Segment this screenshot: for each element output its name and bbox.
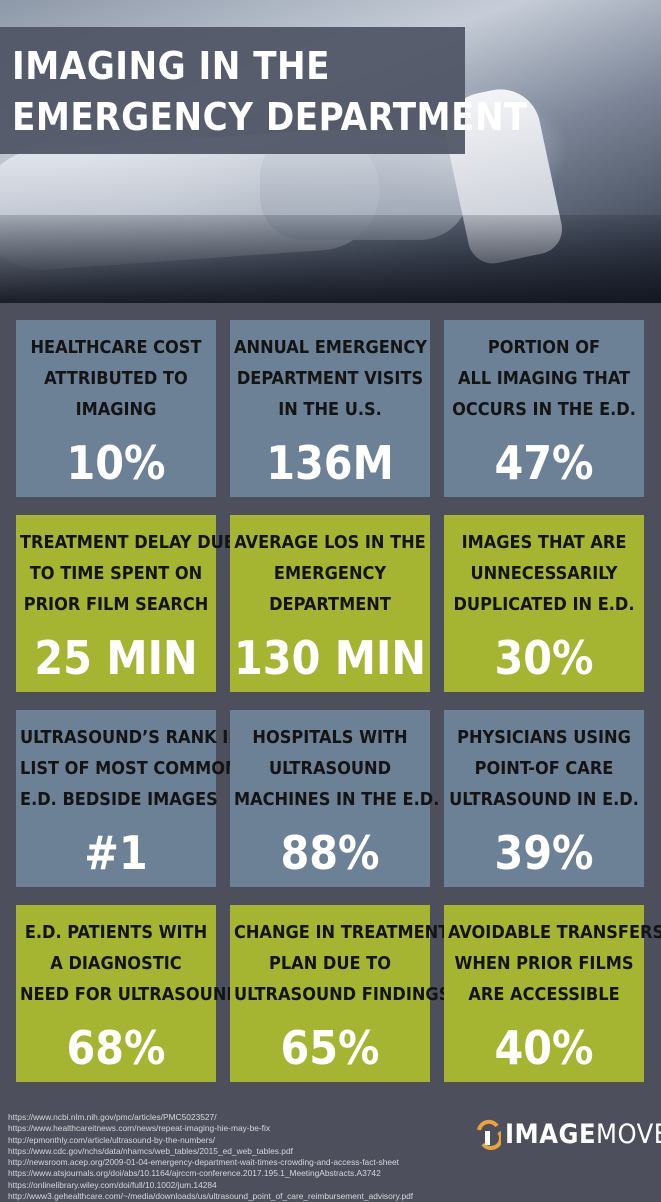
stat-tile: AVERAGE LOS IN THE EMERGENCY DEPARTMENT 130…	[230, 515, 430, 692]
stat-label-line: DEPARTMENT VISITS	[236, 368, 424, 389]
stat-tile: CHANGE IN TREATMENT PLAN DUE TO ULTRASOUND…	[230, 905, 451, 1082]
stat-label-line: AVOIDABLE TRANSFERS	[448, 922, 661, 943]
source-link[interactable]: https://www.atsjournals.org/doi/abs/10.1…	[8, 1168, 381, 1179]
source-link[interactable]: http://newsroom.acep.org/2009-01-04-emer…	[8, 1157, 400, 1168]
stat-label-line: DEPARTMENT	[269, 594, 391, 615]
stat-label-line: PLAN DUE TO	[268, 953, 391, 974]
stat-value: 136M	[266, 436, 394, 490]
stat-label-line: IMAGING	[75, 399, 157, 420]
stat-label-line: ULTRASOUND	[268, 758, 392, 779]
title-line-1: IMAGING IN THE	[12, 44, 331, 88]
stat-label-line: ATTRIBUTED TO	[44, 368, 188, 389]
source-link[interactable]: https://www.ncbi.nlm.nih.gov/pmc/article…	[8, 1112, 217, 1122]
stat-label: PHYSICIANS USING POINT-OF CARE ULTRASOUND …	[448, 722, 640, 815]
stat-tile: E.D. PATIENTS WITH A DIAGNOSTIC NEED FOR U…	[16, 905, 240, 1082]
stat-tile: HEALTHCARE COST ATTRIBUTED TO IMAGING 10%	[16, 320, 216, 497]
logo-wordmark: IMAGEMOVER	[505, 1119, 661, 1150]
stat-label-line: PORTION OF	[487, 337, 601, 358]
stat-value: 30%	[494, 631, 594, 685]
stat-tile: PORTION OF ALL IMAGING THAT OCCURS IN THE …	[444, 320, 644, 497]
logo-thin: MOVER	[596, 1118, 661, 1150]
stat-label: CHANGE IN TREATMENT PLAN DUE TO ULTRASOUND…	[234, 917, 451, 1010]
stat-value: #1	[84, 826, 148, 880]
stat-label-line: LIST OF MOST COMMON	[20, 758, 239, 779]
stat-label: AVERAGE LOS IN THE EMERGENCY DEPARTMENT	[234, 527, 426, 620]
stat-label-line: PHYSICIANS USING	[457, 727, 631, 748]
title-box: IMAGING IN THE EMERGENCY DEPARTMENT	[0, 27, 528, 154]
stat-label: HEALTHCARE COST ATTRIBUTED TO IMAGING	[20, 332, 212, 425]
stat-label-line: ULTRASOUND FINDINGS	[234, 984, 451, 1005]
source-link[interactable]: https://www.healthcareitnews.com/news/re…	[8, 1123, 271, 1134]
stat-label-line: IMAGES THAT ARE	[461, 532, 627, 553]
stat-label-line: POINT-OF CARE	[474, 758, 614, 779]
stat-tile: ANNUAL EMERGENCY DEPARTMENT VISITS IN THE …	[230, 320, 430, 497]
stat-tile: IMAGES THAT ARE UNNECESSARILY DUPLICATED I…	[444, 515, 644, 692]
stat-label: PORTION OF ALL IMAGING THAT OCCURS IN THE …	[448, 332, 640, 425]
stat-value: 65%	[280, 1021, 380, 1075]
stat-label-line: E.D. PATIENTS WITH	[24, 922, 208, 943]
logo-bold: IMAGE	[505, 1118, 597, 1150]
stat-label: AVOIDABLE TRANSFERS WHEN PRIOR FILMS ARE A…	[448, 917, 661, 1010]
stat-label-line: TO TIME SPENT ON	[29, 563, 203, 584]
stat-tile: HOSPITALS WITH ULTRASOUND MACHINES IN THE …	[230, 710, 440, 887]
stat-value: 10%	[66, 436, 166, 490]
source-link[interactable]: http://epmonthly.com/article/ultrasound-…	[8, 1134, 215, 1145]
stat-value: 39%	[494, 826, 594, 880]
stat-label: HOSPITALS WITH ULTRASOUND MACHINES IN THE …	[234, 722, 440, 815]
hero-photo: IMAGING IN THE EMERGENCY DEPARTMENT	[0, 0, 661, 303]
photo-shadow	[0, 215, 661, 303]
stat-tile: PHYSICIANS USING POINT-OF CARE ULTRASOUND …	[444, 710, 644, 887]
stat-tile: TREATMENT DELAY DUE TO TIME SPENT ON PRIOR…	[16, 515, 235, 692]
stat-label-line: UNNECESSARILY	[470, 563, 618, 584]
stat-label-line: ARE ACCESSIBLE	[468, 984, 620, 1005]
stat-label-line: CHANGE IN TREATMENT	[234, 922, 450, 943]
stat-label-line: DUPLICATED IN E.D.	[453, 594, 635, 615]
stat-label-line: HEALTHCARE COST	[30, 337, 202, 358]
stat-label-line: ALL IMAGING THAT	[457, 368, 631, 389]
stat-label-line: NEED FOR ULTRASOUND	[20, 984, 240, 1005]
stat-label-line: OCCURS IN THE E.D.	[452, 399, 636, 420]
stat-label-line: PRIOR FILM SEARCH	[23, 594, 209, 615]
stat-label-line: IN THE U.S.	[278, 399, 382, 420]
stat-label-line: WHEN PRIOR FILMS	[454, 953, 634, 974]
stat-label: ULTRASOUND’S RANK IN LIST OF MOST COMMON E…	[20, 722, 242, 815]
stat-value: 130 MIN	[234, 631, 426, 685]
source-link[interactable]: https://www.cdc.gov/nchs/data/nhamcs/web…	[8, 1145, 293, 1156]
stat-label-line: ULTRASOUND’S RANK IN	[20, 727, 242, 748]
stat-label: IMAGES THAT ARE UNNECESSARILY DUPLICATED I…	[448, 527, 640, 620]
stat-value: 40%	[494, 1021, 594, 1075]
stat-label-line: MACHINES IN THE E.D.	[234, 789, 440, 810]
stat-value: 47%	[494, 436, 594, 490]
stat-label-line: EMERGENCY	[273, 563, 387, 584]
stat-value: 88%	[280, 826, 380, 880]
stat-label-line: HOSPITALS WITH	[252, 727, 408, 748]
source-link[interactable]: http://www3.gehealthcare.com/~/media/dow…	[8, 1191, 414, 1202]
stat-label: ANNUAL EMERGENCY DEPARTMENT VISITS IN THE …	[234, 332, 427, 425]
stat-value: 68%	[66, 1021, 166, 1075]
sources-list: https://www.ncbi.nlm.nih.gov/pmc/article…	[8, 1112, 488, 1202]
image-mover-logo-icon	[475, 1118, 501, 1150]
stat-label-line: A DIAGNOSTIC	[50, 953, 182, 974]
stat-value: 25 MIN	[34, 631, 198, 685]
stat-label: TREATMENT DELAY DUE TO TIME SPENT ON PRIOR…	[20, 527, 235, 620]
image-mover-logo: IMAGEMOVER	[475, 1114, 661, 1154]
stat-label: E.D. PATIENTS WITH A DIAGNOSTIC NEED FOR U…	[20, 917, 240, 1010]
stat-label-line: ANNUAL EMERGENCY	[234, 337, 427, 358]
stat-label-line: ULTRASOUND IN E.D.	[449, 789, 639, 810]
stat-label-line: TREATMENT DELAY DUE	[20, 532, 235, 553]
stat-tile: AVOIDABLE TRANSFERS WHEN PRIOR FILMS ARE A…	[444, 905, 661, 1082]
stat-tile: ULTRASOUND’S RANK IN LIST OF MOST COMMON E…	[16, 710, 242, 887]
stat-label-line: AVERAGE LOS IN THE	[234, 532, 426, 553]
stat-label-line: E.D. BEDSIDE IMAGES	[20, 789, 218, 810]
source-link[interactable]: https://onlinelibrary.wiley.com/doi/full…	[8, 1179, 217, 1190]
page-title: IMAGING IN THE EMERGENCY DEPARTMENT	[0, 27, 528, 143]
title-line-2: EMERGENCY DEPARTMENT	[12, 95, 528, 139]
